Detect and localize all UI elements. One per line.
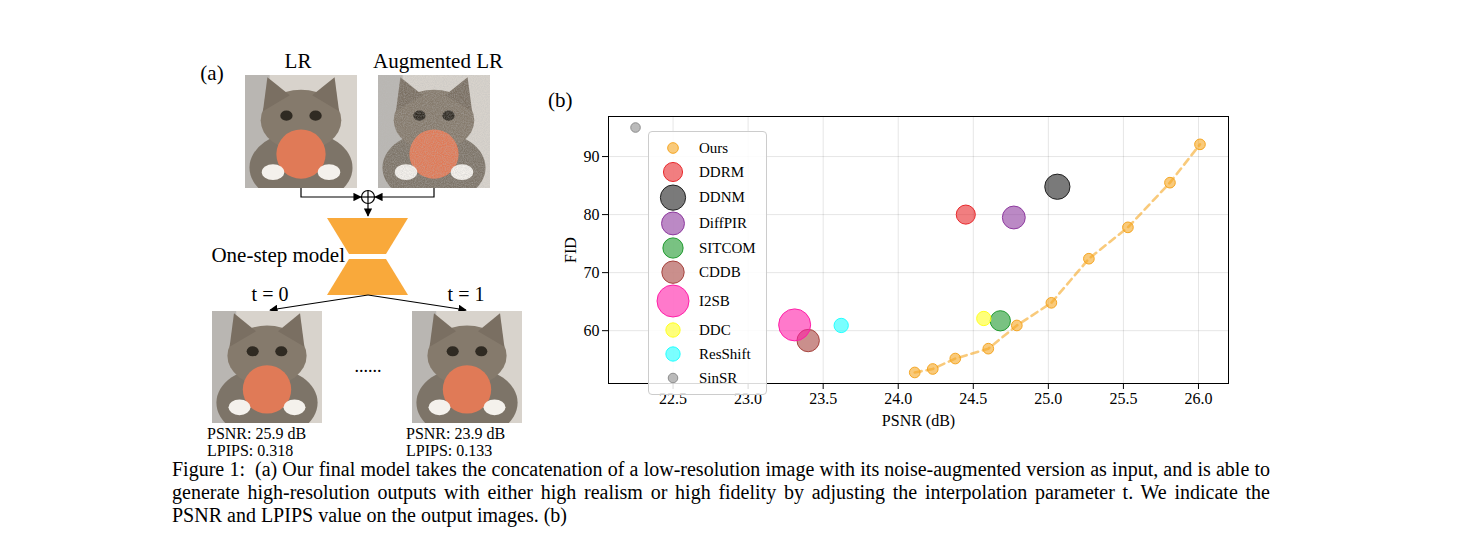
svg-text:PSNR (dB): PSNR (dB) <box>882 412 955 430</box>
svg-text:t = 1: t = 1 <box>448 283 485 305</box>
svg-text:LPIPS: 0.133: LPIPS: 0.133 <box>406 442 492 458</box>
html-text:ResShift: ResShift <box>699 346 751 362</box>
html-text:DDC: DDC <box>699 322 731 338</box>
html-text:Figure 1:: Figure 1: <box>172 458 245 480</box>
html-text:I2SB: I2SB <box>699 293 730 309</box>
svg-text:70: 70 <box>584 264 600 281</box>
svg-text:24.0: 24.0 <box>884 390 912 407</box>
svg-text:25.5: 25.5 <box>1109 390 1137 407</box>
html-text:(b): (b) <box>548 88 573 112</box>
svg-text:FID: FID <box>562 237 579 263</box>
html-text:(a) Our final model takes the: (a) Our final model takes the concatenat… <box>172 458 1270 526</box>
html-text:SinSR: SinSR <box>699 370 738 386</box>
svg-text:Augmented LR: Augmented LR <box>373 49 503 73</box>
svg-text:LR: LR <box>285 49 312 73</box>
svg-text:60: 60 <box>584 322 600 339</box>
svg-text:t = 0: t = 0 <box>252 283 289 305</box>
svg-text:26.0: 26.0 <box>1184 390 1212 407</box>
html-text:Ours: Ours <box>699 139 729 156</box>
svg-text:PSNR: 25.9 dB: PSNR: 25.9 dB <box>207 425 306 442</box>
html-text:DDNM: DDNM <box>699 189 745 206</box>
html-text:CDDB: CDDB <box>699 263 741 280</box>
svg-text:23.0: 23.0 <box>734 389 763 407</box>
svg-text:LPIPS: 0.318: LPIPS: 0.318 <box>207 442 293 458</box>
html-text:DDRM: DDRM <box>699 163 744 180</box>
svg-text:23.5: 23.5 <box>809 390 837 407</box>
svg-text:90: 90 <box>584 148 600 165</box>
svg-text:PSNR: 23.9 dB: PSNR: 23.9 dB <box>406 425 505 442</box>
html-text:DiffPIR: DiffPIR <box>699 215 748 232</box>
svg-text:22.5: 22.5 <box>659 389 688 407</box>
svg-text:One-step model: One-step model <box>211 243 345 267</box>
svg-text:......: ...... <box>355 356 382 376</box>
svg-text:(a): (a) <box>200 61 223 85</box>
svg-text:24.5: 24.5 <box>959 390 987 407</box>
svg-text:80: 80 <box>584 206 600 223</box>
svg-text:25.0: 25.0 <box>1034 390 1062 407</box>
html-text:SITCOM: SITCOM <box>699 239 756 256</box>
